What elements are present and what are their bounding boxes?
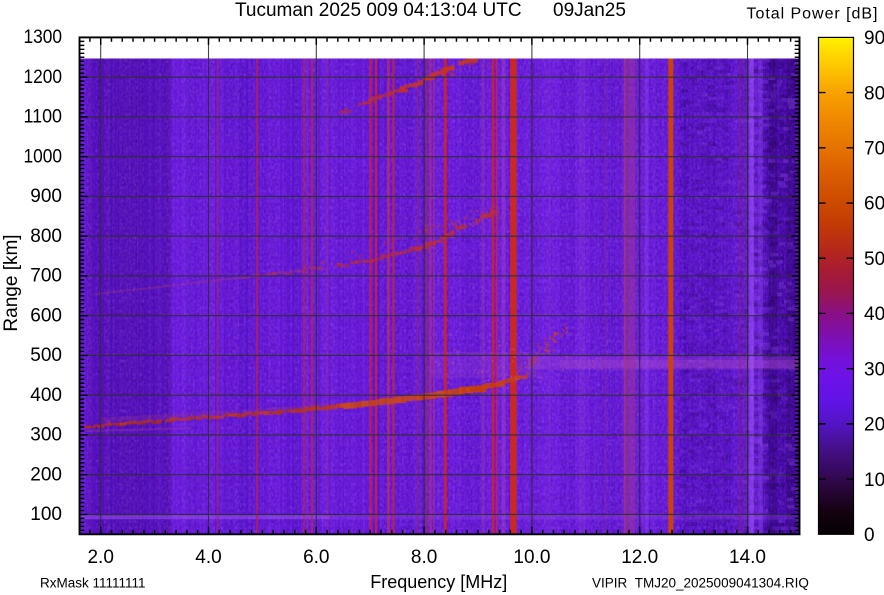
svg-text:40: 40: [864, 304, 884, 325]
svg-text:1300: 1300: [24, 27, 63, 48]
svg-text:500: 500: [30, 345, 62, 366]
svg-text:2.0: 2.0: [87, 547, 113, 568]
svg-text:200: 200: [30, 465, 62, 486]
svg-text:300: 300: [30, 425, 62, 446]
svg-text:600: 600: [30, 306, 62, 327]
svg-text:Tucuman 2025 009 04:13:04 UTC: Tucuman 2025 009 04:13:04 UTC: [235, 0, 522, 21]
svg-text:1100: 1100: [24, 107, 63, 128]
svg-text:1000: 1000: [24, 147, 63, 168]
svg-text:6.0: 6.0: [303, 547, 329, 568]
svg-text:80: 80: [864, 83, 884, 104]
svg-text:0: 0: [864, 525, 875, 546]
svg-text:900: 900: [30, 186, 62, 207]
svg-text:90: 90: [864, 28, 884, 49]
svg-text:100: 100: [30, 504, 62, 525]
svg-text:10: 10: [864, 470, 884, 491]
svg-text:09Jan25: 09Jan25: [553, 0, 626, 21]
svg-text:VIPIR TMJ20_2025009041304.RIQ: VIPIR TMJ20_2025009041304.RIQ: [592, 576, 809, 591]
svg-text:700: 700: [30, 266, 62, 287]
svg-text:400: 400: [30, 385, 62, 406]
svg-text:20: 20: [864, 415, 884, 436]
svg-text:Total Power [dB]: Total Power [dB]: [747, 6, 878, 23]
svg-text:4.0: 4.0: [195, 547, 221, 568]
svg-text:30: 30: [864, 359, 884, 380]
svg-text:60: 60: [864, 194, 884, 215]
svg-text:70: 70: [864, 139, 884, 160]
svg-text:1200: 1200: [24, 67, 63, 88]
svg-text:8.0: 8.0: [411, 547, 437, 568]
svg-text:RxMask 11111111: RxMask 11111111: [40, 576, 146, 591]
svg-text:12.0: 12.0: [621, 547, 658, 568]
svg-text:10.0: 10.0: [513, 547, 550, 568]
svg-text:50: 50: [864, 249, 884, 270]
svg-text:14.0: 14.0: [729, 547, 766, 568]
svg-text:Range [km]: Range [km]: [1, 234, 22, 331]
svg-text:Frequency [MHz]: Frequency [MHz]: [370, 572, 507, 592]
svg-text:800: 800: [30, 226, 62, 247]
